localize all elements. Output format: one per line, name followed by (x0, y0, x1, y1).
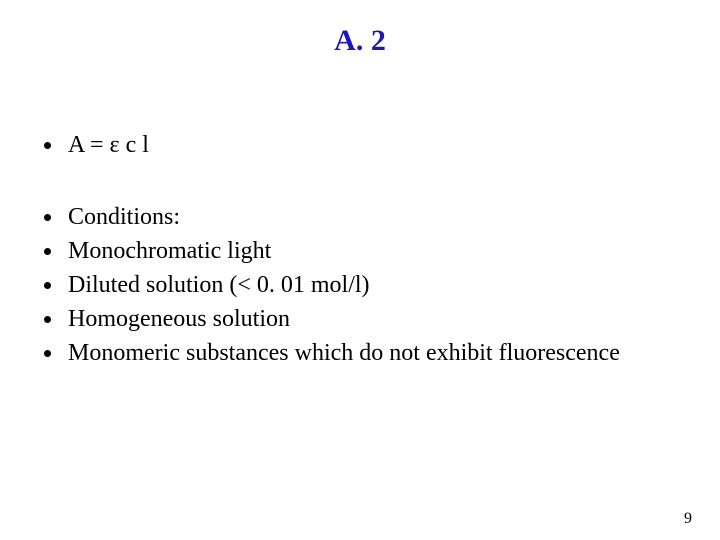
list-item: Conditions: (64, 200, 620, 234)
list-item: Monochromatic light (64, 234, 620, 268)
list-item: Diluted solution (< 0. 01 mol/l) (64, 268, 620, 302)
bullet-text: Conditions: (68, 204, 180, 230)
bullet-text: Diluted solution (< 0. 01 mol/l) (68, 272, 370, 298)
slide-title: A. 2 (0, 24, 720, 58)
bullet-text: Monochromatic light (68, 238, 271, 264)
slide: A. 2 A = ε c l Conditions: Monochromatic… (0, 0, 720, 540)
list-item: Homogeneous solution (64, 302, 620, 336)
conditions-list: Conditions: Monochromatic light Diluted … (42, 200, 620, 370)
formula-list: A = ε c l (42, 128, 149, 162)
bullet-text: Homogeneous solution (68, 306, 290, 332)
formula-text: A = ε c l (68, 132, 149, 158)
page-number: 9 (684, 510, 692, 528)
list-item: Monomeric substances which do not exhibi… (64, 336, 620, 370)
bullet-text: Monomeric substances which do not exhibi… (68, 340, 620, 366)
formula-bullet: A = ε c l (64, 128, 149, 162)
